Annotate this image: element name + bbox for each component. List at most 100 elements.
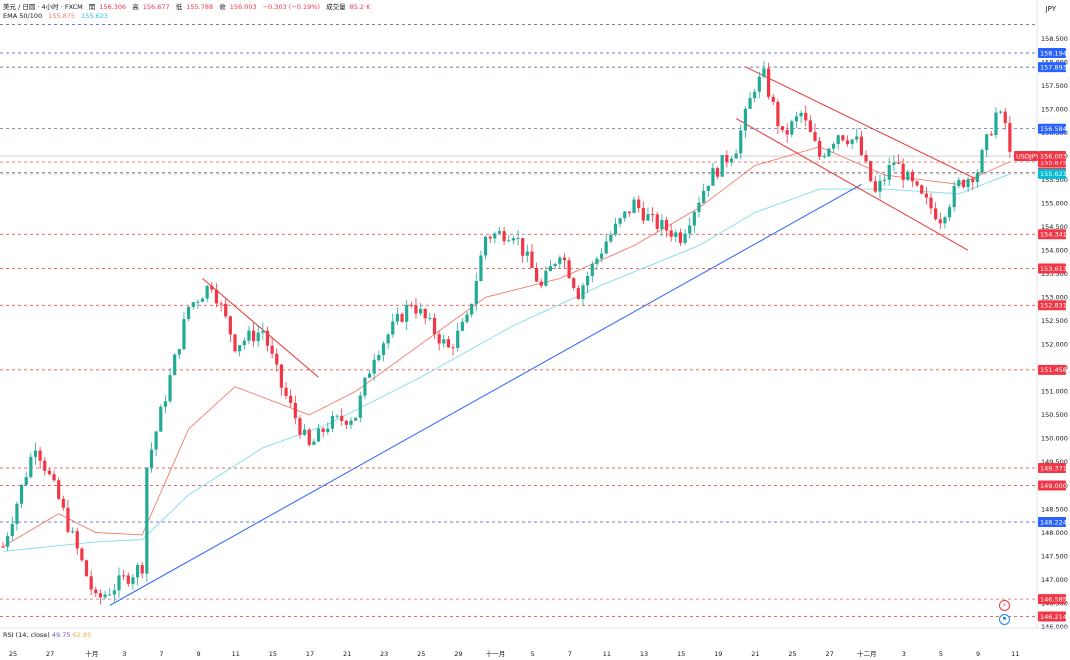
candle-body <box>214 289 219 304</box>
price-tag <box>1038 47 1066 58</box>
candle-body <box>442 339 446 344</box>
candle-body <box>660 220 664 229</box>
trendline-resistance-sep <box>202 278 319 378</box>
candle-body <box>502 231 506 242</box>
candle-body <box>149 449 154 468</box>
flash-icon[interactable]: ⚡ <box>999 600 1010 611</box>
candle-body <box>80 548 84 561</box>
y-tick-label: 154.500 <box>1041 223 1068 231</box>
candle-body <box>168 375 172 402</box>
trendline-support-blue <box>109 183 862 606</box>
currency-label[interactable]: JPY <box>1045 5 1056 13</box>
candle-body <box>483 236 488 256</box>
y-tick-label: 153.000 <box>1041 294 1068 302</box>
price-tag-label: 153.613 <box>1040 265 1067 273</box>
candle-body <box>553 263 557 267</box>
y-tick-label: 147.500 <box>1041 552 1068 560</box>
candle-body <box>1 546 5 548</box>
candle-body <box>516 238 520 240</box>
candle-body <box>423 308 427 319</box>
close-value: 156.003 <box>229 3 257 11</box>
candle-body <box>303 429 307 435</box>
candle-body <box>159 406 163 432</box>
candle-body <box>219 303 223 305</box>
symbol-title[interactable]: 美元 / 日圆 · 4小时 · FXCM <box>3 3 83 11</box>
candle-body <box>558 257 562 264</box>
candle-body <box>850 139 854 145</box>
candle-body <box>326 428 330 433</box>
candle-body <box>103 594 107 598</box>
candle-body <box>947 207 952 218</box>
price-tag-label: 158.194 <box>1040 49 1067 57</box>
candle-body <box>586 276 590 286</box>
candle-body <box>298 418 302 435</box>
candle-body <box>595 258 599 264</box>
flag-icon[interactable]: ⚑ <box>999 614 1010 625</box>
time-axis[interactable]: 25 27 十月 3 7 9 11 15 17 21 23 25 29 十一月 5 7 11 13 15 19 21 25… <box>0 627 1070 658</box>
candle-body <box>233 334 237 352</box>
candle-body <box>117 575 121 591</box>
candle-body <box>688 225 692 234</box>
candle-body <box>395 314 399 322</box>
price-tag-label: 157.893 <box>1040 63 1067 71</box>
candle-body <box>33 450 38 457</box>
candle-body <box>999 111 1003 113</box>
candle-body <box>154 431 158 450</box>
rsi-legend[interactable]: RSI (14, close) 49.75 62.85 <box>3 631 91 639</box>
candle-body <box>126 575 130 584</box>
candle-body <box>767 68 771 97</box>
candle-body <box>641 207 645 221</box>
ema-legend[interactable]: EMA 50/100 155.875 155.623 <box>3 12 112 21</box>
candle-body <box>409 304 413 306</box>
candle-body <box>804 112 808 121</box>
y-tick-label: 152.000 <box>1041 341 1068 349</box>
rsi-value-1: 49.75 <box>51 631 71 639</box>
candle-body <box>256 332 260 342</box>
candle-body <box>507 240 511 242</box>
candle-body <box>145 467 149 574</box>
candle-body <box>609 234 613 242</box>
x-tick-label: 5 <box>939 650 943 658</box>
price-tag <box>1038 123 1066 134</box>
candle-body <box>934 208 938 220</box>
candle-body <box>238 345 242 352</box>
x-tick-label: 十二月 <box>857 649 877 658</box>
candle-body <box>896 162 901 164</box>
x-tick-label: 21 <box>751 650 759 658</box>
candle-body <box>391 321 395 335</box>
candle-body <box>71 531 75 533</box>
rsi-label: RSI (14, close) <box>3 631 50 639</box>
candle-body <box>251 330 256 342</box>
price-tag-label: 155.875 <box>1040 158 1067 166</box>
symbol-tag <box>1014 151 1038 162</box>
candle-body <box>646 214 650 221</box>
candle-body <box>293 402 297 419</box>
candle-body <box>869 161 873 182</box>
ema-lines <box>2 146 1011 552</box>
candle-body <box>289 395 293 403</box>
price-axis[interactable]: 146.000146.500147.000147.500148.000148.5… <box>1036 0 1070 660</box>
ema50-line <box>2 146 1011 547</box>
candle-body <box>75 531 79 549</box>
candle-body <box>604 241 608 254</box>
ema-label: EMA 50/100 <box>3 12 43 20</box>
price-tag-label: 154.341 <box>1040 231 1067 239</box>
candle-body <box>535 267 539 282</box>
candle-body <box>711 168 715 186</box>
candle-body <box>270 345 274 354</box>
candle-body <box>187 306 191 320</box>
candle-body <box>943 217 947 224</box>
candle-body <box>878 180 882 192</box>
candle-body <box>780 126 785 130</box>
candle-body <box>367 373 372 378</box>
candle-body <box>702 190 706 203</box>
price-tag-label: 151.458 <box>1040 366 1067 374</box>
x-tick-label: 19 <box>714 650 722 658</box>
candle-body <box>386 334 390 344</box>
candle-body <box>405 304 409 322</box>
y-tick-label: 157.500 <box>1041 82 1068 90</box>
price-tag-label: 146.214 <box>1040 613 1067 621</box>
candle-body <box>419 308 423 314</box>
candle-body <box>210 285 214 290</box>
